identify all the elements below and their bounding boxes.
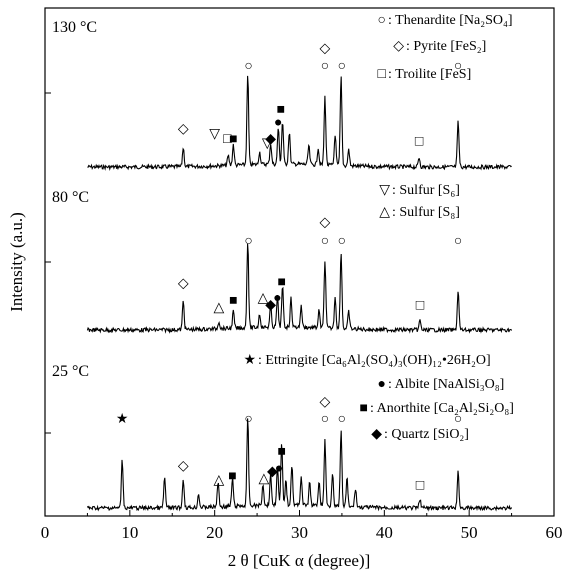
legend-label: : Albite [NaAlSi₃O₈] xyxy=(388,377,504,392)
temperature-label: 130 °C xyxy=(52,19,97,36)
peak-marker: ○ xyxy=(321,59,329,74)
legend-symbol: △ xyxy=(379,205,390,220)
peak-marker: ○ xyxy=(454,412,462,427)
peak-marker: ◇ xyxy=(320,42,331,57)
x-axis-ticks: 0 10 20 30 40 50 60 xyxy=(41,510,563,542)
peak-marker: ■ xyxy=(277,275,285,290)
x-tick-label: 0 xyxy=(41,523,50,542)
legend-symbol: ★ xyxy=(243,353,256,368)
peak-marker: ○ xyxy=(321,234,329,249)
peak-marker: △ xyxy=(258,291,269,306)
peak-marker: ◇ xyxy=(320,395,331,410)
legend-symbol: ○ xyxy=(378,13,386,28)
y-axis-title: Intensity (a.u.) xyxy=(7,212,26,312)
peak-marker: ◆ xyxy=(265,298,276,313)
peak-marker: △ xyxy=(214,473,225,488)
series-line xyxy=(86,243,513,334)
legend-label: : Quartz [SiO₂] xyxy=(384,427,469,442)
legend-label: : Thenardite [Na₂SO₄] xyxy=(388,13,513,28)
peak-marker: ○ xyxy=(244,59,252,74)
peak-marker: ● xyxy=(273,291,281,306)
peak-marker: ◇ xyxy=(178,122,189,137)
peak-marker: ◇ xyxy=(178,459,189,474)
series-line xyxy=(86,418,513,512)
peak-marker: ○ xyxy=(338,234,346,249)
x-tick-label: 40 xyxy=(376,523,393,542)
peak-marker: ○ xyxy=(244,412,252,427)
peak-marker: ● xyxy=(274,115,282,130)
peak-marker: ○ xyxy=(321,412,329,427)
series-line xyxy=(87,75,512,171)
legend-symbol: ◆ xyxy=(371,427,382,442)
legend-symbol: ◇ xyxy=(393,39,404,54)
peak-marker: ○ xyxy=(338,412,346,427)
legend-label: : Pyrite [FeS₂] xyxy=(406,39,486,54)
peak-marker: ◆ xyxy=(267,465,278,480)
peak-markers: ○ ○ ○ ○◇◇ ▽▽□ □■■●◆○ ○ ○ ○◇◇△△□■■●◆★ ○ ○ ○ ○◇◇△ △ □■■●… xyxy=(116,42,462,494)
temperature-labels: 130 °C 80 °C 25 °C xyxy=(52,19,97,380)
legend-label: : Troilite [FeS] xyxy=(388,67,471,82)
legend-symbol: □ xyxy=(378,67,387,82)
peak-marker: ○ xyxy=(338,59,346,74)
plot-frame xyxy=(44,7,555,517)
x-tick-label: 50 xyxy=(461,523,478,542)
peak-marker: ■ xyxy=(277,444,285,459)
x-tick-label: 10 xyxy=(121,523,138,542)
x-axis-title: 2 θ [CuK α (degree)] xyxy=(228,551,371,570)
legend: ○: Thenardite [Na₂SO₄]◇: Pyrite [FeS₂]□:… xyxy=(243,13,514,442)
peak-marker: ★ xyxy=(116,412,129,427)
legend-symbol: ■ xyxy=(360,401,368,416)
peak-marker: □ xyxy=(416,299,425,314)
peak-marker: △ xyxy=(258,472,269,487)
peak-marker: □ xyxy=(415,135,424,150)
legend-label: : Ettringite [Ca₆Al₂(SO₄)₃(OH)₁₂•26H₂O] xyxy=(258,353,491,368)
peak-marker: ○ xyxy=(244,234,252,249)
peak-marker: ◇ xyxy=(178,277,189,292)
legend-label: : Sulfur [S₈] xyxy=(392,205,460,220)
legend-symbol: ● xyxy=(378,377,386,392)
peak-marker: ■ xyxy=(228,469,236,484)
peak-marker: ■ xyxy=(229,132,237,147)
x-tick-label: 30 xyxy=(291,523,308,542)
x-tick-label: 20 xyxy=(206,523,223,542)
legend-label: : Anorthite [Ca₂Al₂Si₂O₈] xyxy=(370,401,514,416)
series-group xyxy=(86,75,513,512)
temperature-label: 25 °C xyxy=(52,363,89,380)
peak-marker: ◆ xyxy=(265,132,276,147)
peak-marker: ● xyxy=(275,461,283,476)
peak-marker: ○ xyxy=(454,234,462,249)
y-axis-ticks xyxy=(45,92,51,434)
x-tick-label: 60 xyxy=(546,523,563,542)
peak-marker: ▽ xyxy=(209,127,220,142)
peak-marker: □ xyxy=(223,132,232,147)
peak-marker: ◇ xyxy=(320,215,331,230)
peak-marker: ■ xyxy=(277,103,285,118)
peak-marker: ○ xyxy=(454,59,462,74)
legend-symbol: ▽ xyxy=(379,183,390,198)
legend-label: : Sulfur [S₆] xyxy=(392,183,460,198)
peak-marker: △ xyxy=(214,300,225,315)
peak-marker: ■ xyxy=(229,294,237,309)
peak-marker: □ xyxy=(416,478,425,493)
peak-marker: ▽ xyxy=(262,137,273,152)
temperature-label: 80 °C xyxy=(52,189,89,206)
